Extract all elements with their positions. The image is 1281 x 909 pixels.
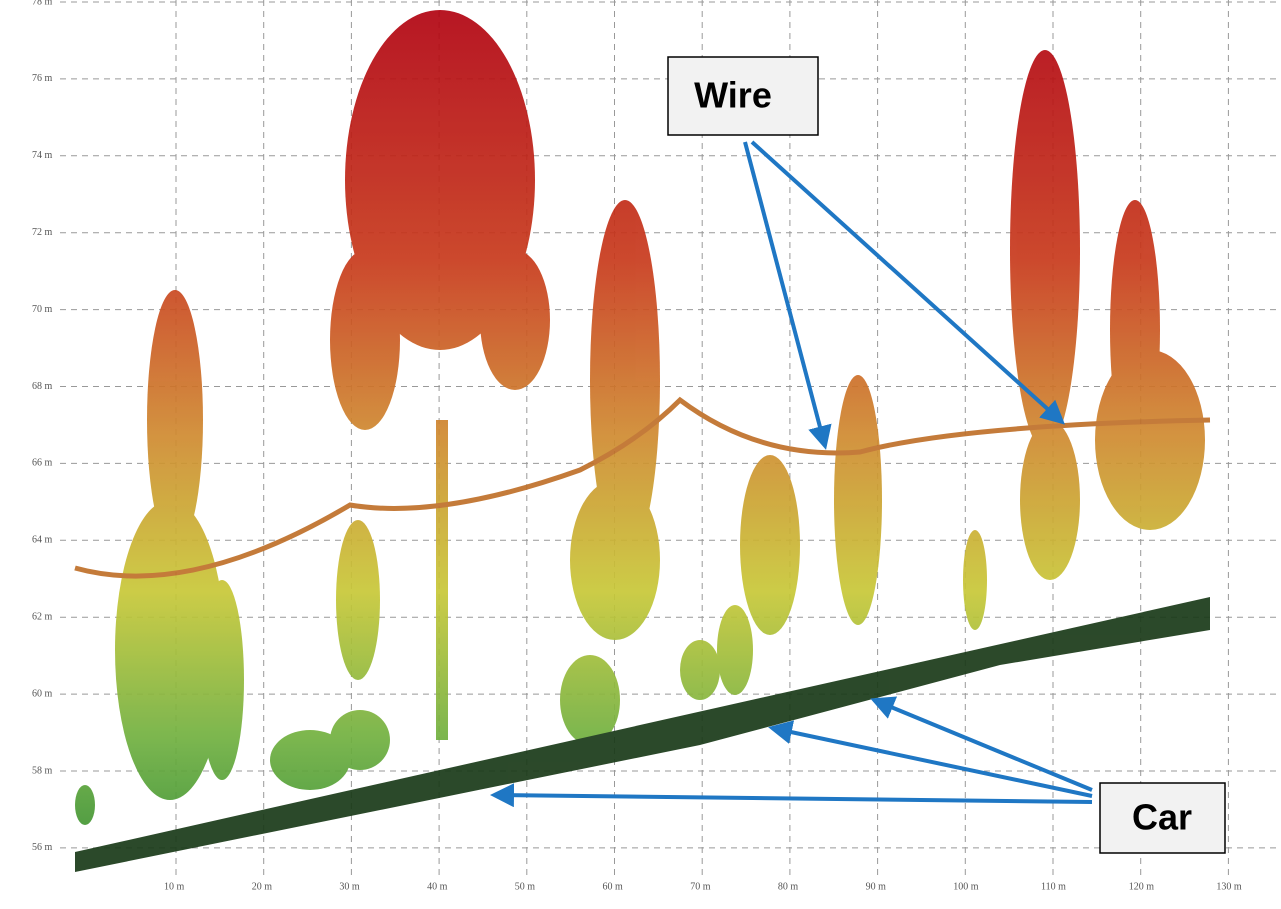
x-tick-label: 30 m [339,881,360,892]
x-tick-label: 100 m [953,881,979,892]
x-tick-label: 20 m [252,881,273,892]
x-tick-label: 90 m [866,881,887,892]
x-tick-label: 120 m [1129,881,1155,892]
y-tick-label: 64 m [32,535,53,546]
x-tick-label: 130 m [1216,881,1242,892]
y-tick-label: 70 m [32,304,53,315]
x-tick-label: 110 m [1041,881,1066,892]
wire-callout: Wire [668,57,818,135]
x-tick-label: 60 m [603,881,624,892]
y-tick-label: 56 m [32,842,53,853]
y-tick-label: 62 m [32,611,53,622]
callout-label: Wire [694,75,772,116]
y-tick-label: 60 m [32,688,53,699]
x-tick-label: 70 m [690,881,711,892]
x-tick-label: 40 m [427,881,448,892]
callout-label: Car [1132,797,1192,838]
y-tick-label: 74 m [32,150,53,161]
car-arrow [874,700,1092,790]
x-tick-label: 10 m [164,881,185,892]
car-callout: Car [1100,783,1225,853]
y-tick-label: 72 m [32,227,53,238]
x-tick-label: 50 m [515,881,536,892]
y-tick-label: 78 m [32,0,53,7]
car-arrow [772,728,1092,796]
point-cloud [75,10,1210,872]
y-tick-label: 68 m [32,381,53,392]
y-tick-label: 76 m [32,73,53,84]
wire-arrow [745,142,825,446]
y-tick-label: 58 m [32,765,53,776]
x-tick-label: 80 m [778,881,799,892]
car-arrow [494,795,1092,802]
point-cloud-view: 78 m 76 m 74 m 72 m 70 m 68 m 66 m 64 m 62 m 60 m… [0,0,1281,909]
y-tick-label: 66 m [32,458,53,469]
